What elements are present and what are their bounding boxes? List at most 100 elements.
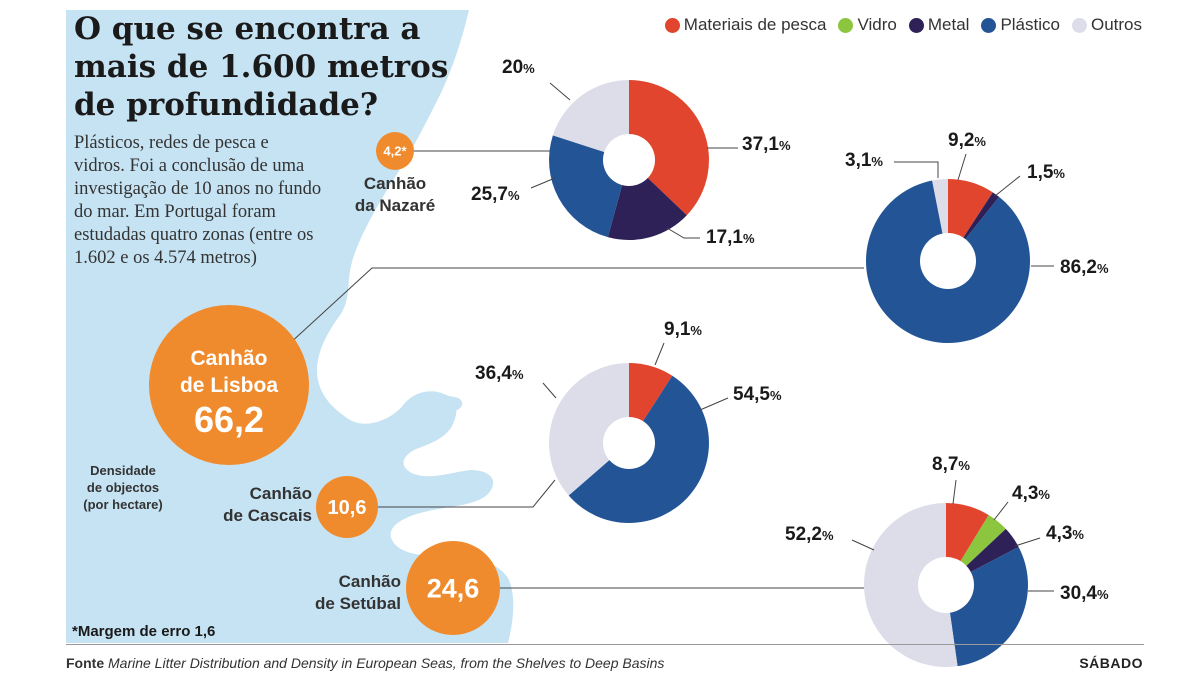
legend-label: Outros — [1090, 15, 1142, 34]
data-label: 52,2% — [785, 524, 834, 545]
label-leader — [851, 539, 875, 551]
legend-swatch — [664, 17, 680, 33]
data-label: 9,2% — [948, 130, 986, 151]
density-bubble — [376, 132, 414, 170]
canyon-name: de Lisboa — [180, 374, 278, 397]
label-leader — [530, 177, 556, 189]
data-label-value: 36,4 — [475, 363, 512, 384]
data-label-unit: % — [1053, 166, 1065, 181]
footer-divider — [66, 644, 1144, 645]
legend-swatch — [1071, 17, 1087, 33]
legend-item: Outros — [1071, 15, 1142, 35]
canyon-leader — [287, 267, 864, 346]
data-label: 4,3% — [1046, 523, 1084, 544]
donut-1: 9,2%1,5%86,2%3,1% — [845, 130, 1109, 343]
data-label-unit: % — [1097, 261, 1109, 276]
data-label: 8,7% — [932, 454, 970, 475]
label-leader — [957, 153, 967, 181]
leader-lines — [287, 150, 864, 589]
map — [66, 10, 514, 643]
pie-slice — [629, 80, 709, 216]
legend-item: Vidro — [838, 15, 897, 35]
canyon-name: Canhão — [364, 174, 426, 193]
density-label-line: Densidade — [90, 463, 156, 478]
data-label-value: 9,1 — [664, 319, 691, 340]
data-label-value: 17,1 — [706, 227, 743, 248]
data-label: 3,1% — [845, 150, 883, 171]
sea-area — [66, 10, 514, 643]
legend-label: Metal — [927, 15, 970, 34]
density-value: 4,2* — [383, 144, 407, 159]
donut-2: 9,1%54,5%36,4% — [475, 319, 782, 523]
data-label-value: 30,4 — [1060, 583, 1097, 604]
legend-swatch — [908, 17, 924, 33]
data-label: 1,5% — [1027, 162, 1065, 183]
density-value: 10,6 — [328, 497, 367, 519]
label-leader — [542, 382, 557, 399]
data-label: 25,7% — [471, 184, 520, 205]
donut-hole — [918, 557, 974, 613]
data-label-unit: % — [1072, 527, 1084, 542]
data-label: 36,4% — [475, 363, 524, 384]
data-label-unit: % — [974, 134, 986, 149]
pie-slice — [552, 80, 629, 160]
label-leader — [952, 479, 957, 505]
legend: Materiais de pesca Vidro Metal Plástico Outr… — [664, 15, 1142, 35]
source-label: Fonte — [66, 655, 105, 671]
data-label-unit: % — [1038, 487, 1050, 502]
data-label-value: 1,5 — [1027, 162, 1054, 183]
data-label: 17,1% — [706, 227, 755, 248]
canyon-name: Canhão — [250, 484, 312, 503]
data-label-value: 8,7 — [932, 454, 958, 475]
estuary — [404, 395, 463, 414]
data-label-unit: % — [779, 138, 791, 153]
legend-swatch — [838, 17, 854, 33]
legend-item: Materiais de pesca — [664, 15, 826, 35]
canyon-name: Canhão — [339, 572, 401, 591]
data-label-value: 37,1 — [742, 134, 779, 155]
legend-item: Plástico — [981, 15, 1060, 35]
data-label-unit: % — [523, 61, 535, 76]
donut-0: 37,1%17,1%25,7%20% — [471, 57, 791, 248]
label-leader — [993, 501, 1009, 521]
canyon-name: de Setúbal — [315, 594, 401, 613]
data-label: 86,2% — [1060, 257, 1109, 278]
data-label-unit: % — [743, 231, 755, 246]
density-value: 66,2 — [194, 399, 264, 440]
density-bubble — [149, 305, 309, 465]
data-label: 20% — [502, 57, 535, 78]
canyon-name: da Nazaré — [355, 196, 435, 215]
label-leader — [699, 397, 729, 411]
data-label-unit: % — [958, 458, 970, 473]
density-value: 24,6 — [427, 574, 480, 604]
donut-charts: 37,1%17,1%25,7%20%9,2%1,5%86,2%3,1%9,1%5… — [471, 57, 1109, 668]
density-label-line: (por hectare) — [83, 497, 162, 512]
donut-3: 8,7%4,3%4,3%30,4%52,2% — [785, 454, 1109, 668]
data-label: 37,1% — [742, 134, 791, 155]
legend-item: Metal — [908, 15, 970, 35]
page-title: O que se encontra a mais de 1.600 metros… — [74, 11, 449, 123]
label-leader — [549, 82, 571, 101]
donut-hole — [603, 417, 655, 469]
data-label-unit: % — [822, 528, 834, 543]
label-leader — [994, 175, 1021, 197]
source-text: Marine Litter Distribution and Density i… — [108, 655, 665, 671]
label-leader — [654, 342, 665, 366]
data-label-value: 86,2 — [1060, 257, 1097, 278]
footnote: *Margem de erro 1,6 — [72, 623, 215, 640]
canyon-name: de Cascais — [223, 506, 312, 525]
legend-label: Vidro — [857, 15, 897, 34]
data-label-unit: % — [690, 323, 702, 338]
data-label-value: 20 — [502, 57, 523, 78]
legend-label: Plástico — [1000, 15, 1060, 34]
data-label-value: 4,3 — [1046, 523, 1072, 544]
data-label-unit: % — [871, 154, 883, 169]
label-leader — [894, 161, 939, 178]
canyon-leader — [378, 479, 556, 508]
data-label-unit: % — [508, 188, 520, 203]
brand-logo: SÁBADO — [1079, 655, 1143, 671]
data-label-value: 52,2 — [785, 524, 822, 545]
